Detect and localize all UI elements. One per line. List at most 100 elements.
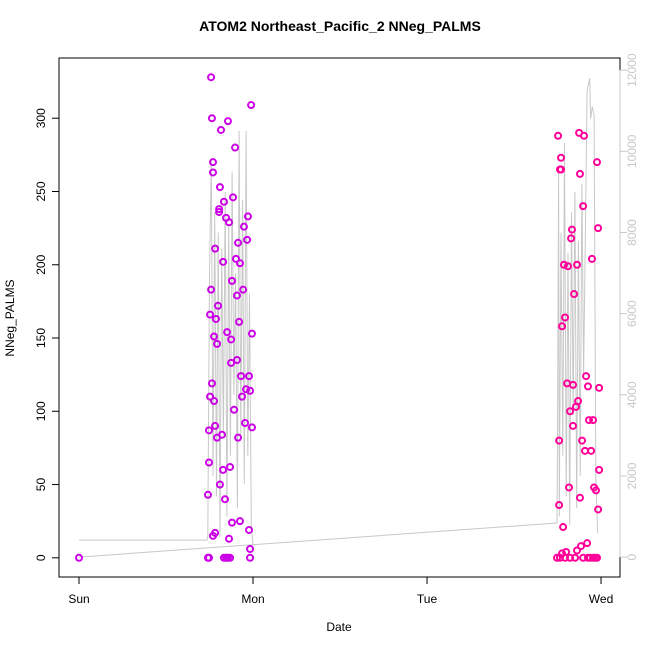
point — [577, 542, 586, 551]
point — [591, 486, 600, 495]
point — [215, 208, 224, 217]
point — [579, 553, 588, 562]
x-tick-label: Wed — [589, 592, 613, 606]
point — [207, 379, 216, 388]
point — [570, 290, 579, 299]
point — [227, 358, 236, 367]
point — [229, 193, 238, 202]
point — [221, 495, 230, 504]
point — [239, 285, 248, 294]
point — [573, 546, 582, 555]
point — [231, 143, 240, 152]
point — [247, 423, 256, 432]
point — [204, 458, 213, 467]
point — [555, 436, 564, 445]
point — [215, 480, 224, 489]
point — [211, 421, 220, 430]
y2-tick-label: 12000 — [625, 53, 639, 87]
point — [207, 285, 216, 294]
point — [243, 235, 252, 244]
point — [569, 380, 578, 389]
point — [223, 328, 232, 337]
point — [246, 553, 255, 562]
point — [246, 545, 255, 554]
point — [558, 322, 567, 331]
point — [235, 317, 244, 326]
point — [587, 446, 596, 455]
point — [239, 222, 248, 231]
y2-tick-label: 2000 — [625, 462, 639, 489]
y2-tick-label: 4000 — [625, 381, 639, 408]
point — [214, 301, 223, 310]
point — [247, 329, 256, 338]
point — [231, 254, 240, 263]
point — [210, 397, 219, 406]
point — [594, 505, 603, 514]
point — [575, 493, 584, 502]
point — [235, 259, 244, 268]
point — [583, 382, 592, 391]
y-tick-label: 100 — [34, 401, 48, 421]
point — [579, 202, 588, 211]
x-tick-label: Mon — [241, 592, 264, 606]
point — [227, 518, 236, 527]
point — [593, 553, 602, 562]
point — [561, 313, 570, 322]
y-tick-label: 50 — [34, 478, 48, 492]
point — [563, 262, 572, 271]
point — [593, 158, 602, 167]
y-tick-label: 200 — [34, 254, 48, 274]
point — [75, 553, 84, 562]
point — [569, 421, 578, 430]
point — [211, 314, 220, 323]
y2-tick-label: 10000 — [625, 134, 639, 168]
point — [575, 169, 584, 178]
point — [247, 101, 256, 110]
point — [238, 392, 247, 401]
x-axis-label: Date — [326, 620, 352, 634]
point — [559, 523, 568, 532]
point — [585, 416, 594, 425]
point — [595, 465, 604, 474]
point — [208, 158, 217, 167]
point — [589, 553, 598, 562]
point — [219, 465, 228, 474]
y-axis-label: NNeg_PALMS — [3, 279, 17, 356]
point — [579, 131, 588, 140]
point — [554, 131, 563, 140]
point — [557, 165, 566, 174]
point — [574, 397, 583, 406]
point — [587, 254, 596, 263]
line — [78, 78, 599, 558]
point — [215, 205, 224, 214]
point — [219, 197, 228, 206]
point — [203, 490, 212, 499]
point — [217, 125, 226, 134]
point — [230, 405, 239, 414]
point — [207, 114, 216, 123]
point — [573, 260, 582, 269]
point — [234, 238, 243, 247]
chart-title: ATOM2 Northeast_Pacific_2 NNeg_PALMS — [199, 18, 481, 34]
point — [583, 539, 592, 548]
point — [233, 291, 242, 300]
point — [237, 372, 246, 381]
point — [204, 553, 213, 562]
point — [233, 355, 242, 364]
y-tick-label: 300 — [34, 108, 48, 128]
point — [589, 416, 598, 425]
point — [226, 462, 235, 471]
point — [218, 430, 227, 439]
point — [242, 385, 251, 394]
point — [555, 501, 564, 510]
point — [243, 212, 252, 221]
point — [595, 383, 604, 392]
point — [234, 433, 243, 442]
point — [204, 426, 213, 435]
point — [208, 168, 217, 177]
point — [219, 257, 228, 266]
point — [225, 534, 234, 543]
point — [206, 310, 215, 319]
x-tick-label: Tue — [417, 592, 438, 606]
